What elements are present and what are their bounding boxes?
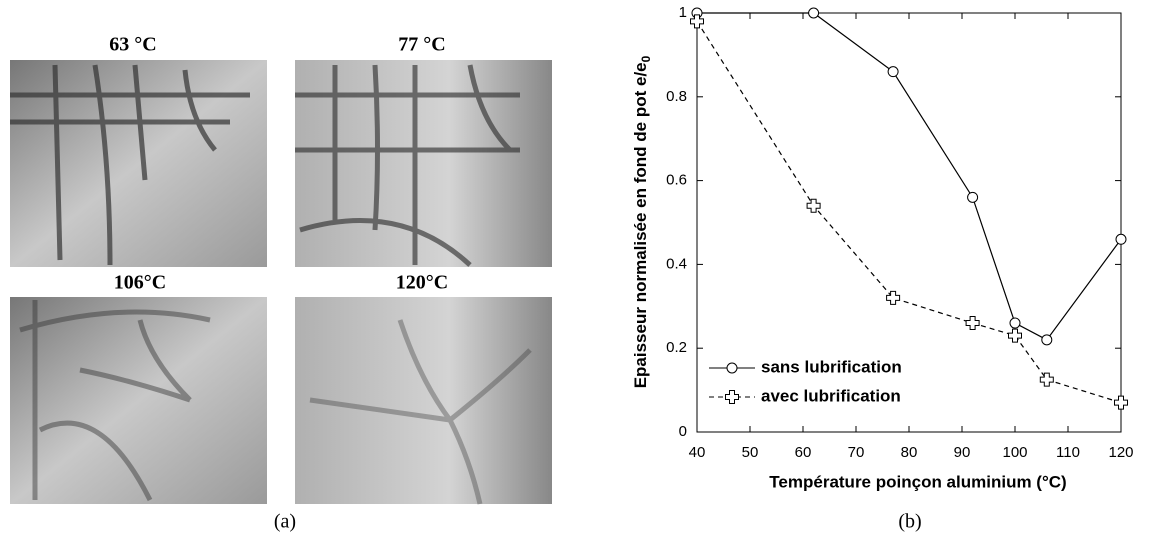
x-tick-label: 80 — [901, 444, 918, 461]
photo-label: 63 °C — [109, 34, 156, 56]
x-tick-label: 50 — [742, 444, 759, 461]
y-tick-label: 1 — [679, 4, 687, 21]
x-tick-label: 110 — [1056, 444, 1080, 461]
caption: (b) — [898, 511, 921, 533]
point — [690, 14, 704, 29]
caption: (a) — [274, 511, 296, 533]
x-tick-label: 40 — [689, 444, 706, 461]
x-tick-label: 60 — [795, 444, 812, 461]
point — [965, 316, 980, 331]
point — [1008, 328, 1022, 343]
photo-label: 120°C — [396, 272, 448, 294]
y-tick-label: 0.6 — [666, 172, 687, 189]
point — [1039, 372, 1054, 387]
y-tick-label: 0.4 — [666, 255, 687, 272]
x-tick-label: 100 — [1002, 444, 1027, 461]
x-axis-label: Température poinçon aluminium (°C) — [769, 472, 1066, 491]
point — [1114, 395, 1128, 410]
legend-marker — [725, 390, 739, 404]
point — [887, 66, 899, 78]
legend-label: sans lubrification — [761, 357, 902, 376]
x-tick-label: 70 — [848, 444, 865, 461]
series-line — [696, 21, 1122, 404]
photo-label: 77 °C — [398, 34, 445, 56]
series-line — [697, 12, 1122, 341]
point — [1009, 317, 1021, 329]
y-axis-label-text: Epaisseur normalisée en fond de pot e/e — [631, 62, 650, 388]
photo-label: 106°C — [114, 272, 166, 294]
photo-panel — [10, 60, 552, 505]
y-axis-label-subscript: 0 — [639, 55, 653, 62]
point — [808, 7, 820, 19]
y-tick-label: 0 — [679, 423, 687, 440]
point — [1041, 334, 1053, 346]
legend-label: avec lubrification — [761, 386, 901, 405]
x-tick-label: 90 — [954, 444, 971, 461]
point — [1115, 233, 1127, 245]
point — [886, 290, 901, 305]
x-tick-label: 120 — [1108, 444, 1133, 461]
legend-marker — [726, 362, 738, 374]
y-axis-label: Epaisseur normalisée en fond de pot e/e0 — [631, 55, 653, 388]
y-tick-label: 0.2 — [666, 339, 687, 356]
point — [967, 191, 979, 203]
point — [806, 198, 821, 213]
y-tick-label: 0.8 — [666, 88, 687, 105]
